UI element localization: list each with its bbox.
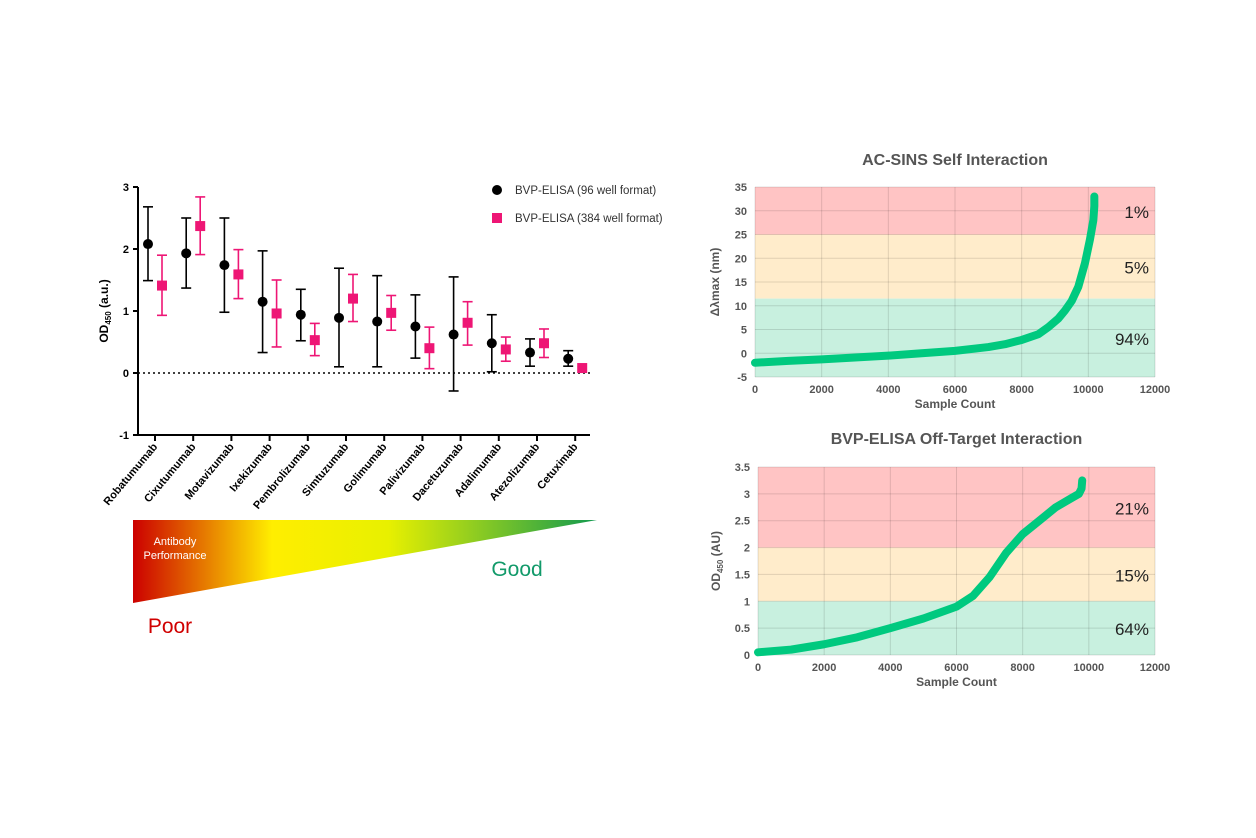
- data-point-96well: [219, 260, 230, 271]
- data-point-96well: [372, 316, 383, 327]
- data-point-96well: [410, 321, 421, 332]
- x-tick-label: 10000: [1073, 384, 1104, 396]
- data-point-96well: [486, 338, 497, 349]
- band-percentage-label: 64%: [1115, 620, 1149, 639]
- x-tick-label: 4000: [876, 384, 900, 396]
- performance-label-line1: Antibody: [154, 536, 197, 548]
- x-tick-label: 12000: [1140, 384, 1171, 396]
- y-tick-label: 0: [123, 368, 129, 380]
- x-axis-label: Sample Count: [915, 397, 996, 411]
- y-tick-label: 1.5: [735, 569, 750, 581]
- x-tick-label: 8000: [1009, 384, 1033, 396]
- y-tick-label: 3.5: [735, 462, 750, 474]
- good-label: Good: [491, 558, 542, 581]
- x-tick-label: 0: [755, 662, 761, 674]
- data-point-96well: [143, 239, 153, 250]
- data-point-96well: [448, 329, 459, 340]
- legend-marker-96well: [492, 185, 502, 195]
- performance-label-line2: Performance: [144, 550, 207, 562]
- band-percentage-label: 1%: [1124, 203, 1149, 222]
- data-point-384well: [539, 338, 549, 349]
- chart-title: BVP-ELISA Off-Target Interaction: [831, 431, 1083, 448]
- data-point-384well: [577, 363, 588, 374]
- y-tick-label: -1: [119, 430, 129, 442]
- legend-label-96well: BVP-ELISA (96 well format): [515, 185, 656, 197]
- y-tick-label: 3: [123, 182, 129, 194]
- y-axis-label: OD450 (AU): [709, 531, 725, 591]
- data-point-384well: [271, 308, 282, 319]
- y-tick-label: -5: [737, 372, 747, 384]
- performance-gradient-triangle: [133, 520, 597, 603]
- y-tick-label: 10: [735, 301, 747, 313]
- x-tick-label: 2000: [809, 384, 833, 396]
- band-percentage-label: 21%: [1115, 499, 1149, 518]
- data-curve: [751, 192, 1099, 367]
- data-point-384well: [195, 221, 206, 232]
- y-tick-label: 0.5: [735, 623, 750, 635]
- data-point-96well: [334, 312, 344, 323]
- data-point-96well: [563, 353, 574, 364]
- y-tick-label: 35: [735, 182, 747, 194]
- performance-scale: Antibody Performance Good Poor: [133, 520, 597, 638]
- y-tick-label: 2.5: [735, 516, 750, 528]
- x-tick-label: 10000: [1074, 662, 1105, 674]
- y-axis-label: Δλmax (nm): [708, 248, 722, 317]
- data-point-96well: [257, 296, 268, 307]
- data-point-384well: [424, 343, 435, 354]
- data-point-384well: [309, 335, 320, 346]
- y-tick-label: 0: [744, 650, 750, 662]
- band-percentage-label: 15%: [1115, 566, 1149, 585]
- chart-title: AC-SINS Self Interaction: [862, 152, 1048, 169]
- y-tick-label: 5: [741, 325, 747, 337]
- y-axis-label: OD450 (a.u.): [97, 279, 113, 342]
- data-point-96well: [181, 248, 192, 259]
- data-point-384well: [157, 280, 167, 291]
- data-point-384well: [386, 307, 397, 318]
- y-tick-label: 0: [741, 348, 747, 360]
- threshold-band: [758, 547, 1155, 602]
- data-point-96well: [295, 309, 306, 320]
- y-tick-label: 1: [744, 596, 750, 608]
- y-tick-label: 2: [123, 244, 129, 256]
- x-tick-label: 2000: [812, 662, 836, 674]
- ac-sins-chart: AC-SINS Self Interaction 1% 5% 94% -5 0 5 10 15 2…: [708, 152, 1170, 411]
- y-tick-label: 30: [735, 206, 747, 218]
- legend: BVP-ELISA (96 well format) BVP-ELISA (384…: [492, 185, 663, 225]
- band-percentage-label: 94%: [1115, 330, 1149, 349]
- data-point-384well: [348, 293, 358, 304]
- bvp-elisa-chart: BVP-ELISA Off-Target Interaction 21% 15% 64…: [709, 431, 1170, 689]
- data-curve: [754, 476, 1087, 657]
- band-percentage-label: 5%: [1124, 259, 1149, 278]
- y-tick-label: 1: [123, 306, 129, 318]
- x-tick-label: 12000: [1140, 662, 1171, 674]
- y-tick-label: 3: [744, 489, 750, 501]
- x-tick-label: 8000: [1010, 662, 1034, 674]
- poor-label: Poor: [148, 615, 192, 638]
- data-point-384well: [462, 317, 473, 328]
- y-tick-label: 2: [744, 543, 750, 555]
- x-tick-label: 0: [752, 384, 758, 396]
- data-point-96well: [525, 347, 535, 358]
- legend-label-384well: BVP-ELISA (384 well format): [515, 213, 663, 225]
- x-tick-label: 6000: [943, 384, 967, 396]
- x-tick-label: 4000: [878, 662, 902, 674]
- y-tick-label: 15: [735, 277, 747, 289]
- y-tick-label: 20: [735, 253, 747, 265]
- threshold-band: [755, 298, 1155, 377]
- x-axis-label: Sample Count: [916, 675, 997, 689]
- legend-marker-384well: [492, 213, 502, 223]
- threshold-band: [758, 467, 1155, 548]
- data-point-384well: [500, 344, 511, 355]
- x-tick-label: 6000: [944, 662, 968, 674]
- y-tick-label: 25: [735, 230, 747, 242]
- data-point-384well: [233, 269, 244, 280]
